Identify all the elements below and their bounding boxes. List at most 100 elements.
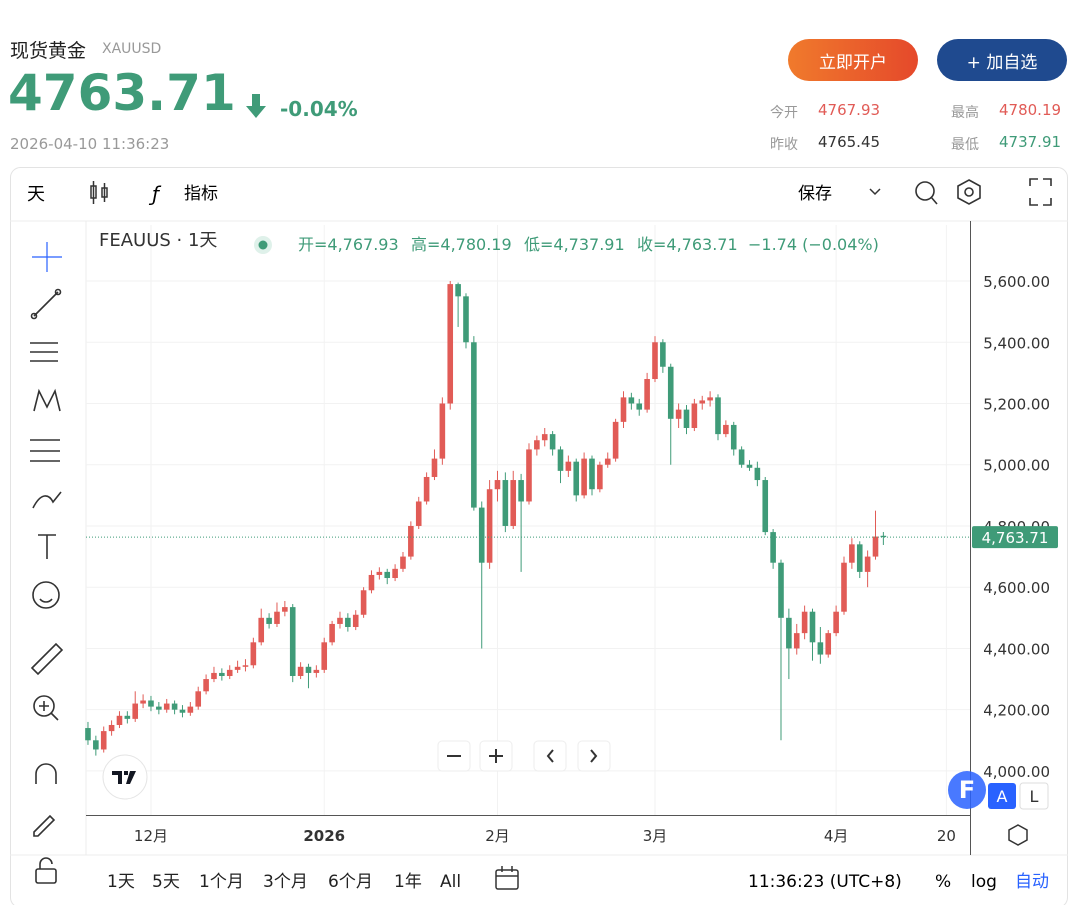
range-button[interactable]: 1天 [107, 872, 135, 892]
candle-body [683, 409, 690, 428]
candle-body [321, 642, 328, 670]
candle-body [597, 464, 603, 490]
interval-button[interactable]: 天 [27, 184, 45, 205]
zoom-controls[interactable] [437, 740, 611, 772]
candle-body [305, 666, 312, 673]
save-button[interactable]: 保存 [798, 184, 832, 204]
range-button[interactable]: 1个月 [199, 872, 244, 892]
candle-body [880, 535, 887, 538]
legend: 开=4,767.93 高=4,780.19 低=4,737.91 收=4,763.71… [298, 235, 879, 254]
candle-body [541, 434, 548, 441]
percent-button[interactable]: % [935, 872, 951, 892]
stat-value: 4780.19 [999, 101, 1062, 119]
candle-body [699, 400, 706, 404]
candle-body [297, 666, 304, 676]
candle-body [345, 617, 351, 628]
auto-scale-button[interactable] [988, 783, 1016, 809]
change: -0.04% [280, 97, 358, 121]
axis-settings[interactable] [1008, 824, 1028, 846]
auto-button[interactable]: 自动 [1015, 872, 1049, 892]
candle-body [518, 480, 524, 502]
candle-body [644, 379, 650, 410]
legend-item: 收=4,763.71 [637, 235, 738, 254]
candle-body [108, 724, 115, 732]
candle-body [258, 617, 265, 643]
y-tick-label: 4,000.00 [983, 763, 1050, 781]
range-button[interactable]: 3个月 [263, 872, 308, 892]
candle-body [778, 562, 784, 618]
candle-body [242, 665, 249, 667]
y-tick-label: 5,200.00 [983, 396, 1050, 414]
candle-body [195, 691, 202, 707]
candle-body [266, 617, 272, 624]
candle-body [730, 424, 737, 450]
candle-body [93, 740, 99, 750]
candle-body [274, 611, 280, 624]
stat-label: 今开 [770, 105, 798, 121]
candle-body [762, 480, 769, 533]
price: 4763.71 [8, 64, 236, 122]
candle-body [801, 611, 808, 634]
range-bar: 1天 5天 1个月 3个月 6个月 1年 All [107, 872, 461, 892]
plot-area [85, 225, 970, 815]
candle-body [581, 458, 587, 496]
candle-body [620, 397, 627, 422]
candle-body [872, 536, 879, 557]
candle-body [234, 666, 241, 670]
log-button[interactable]: log [971, 872, 997, 892]
range-button[interactable]: 6个月 [328, 872, 373, 892]
log-scale-text: L [1030, 787, 1039, 806]
save-dropdown[interactable] [869, 188, 881, 196]
candle-body [652, 342, 658, 380]
drawing-tools[interactable] [30, 242, 64, 884]
candle-body [691, 403, 698, 428]
y-tick-label: 5,600.00 [983, 273, 1050, 291]
range-button[interactable]: 1年 [394, 872, 422, 892]
candle-body [313, 669, 320, 673]
candle-body [494, 480, 501, 490]
candle-body [770, 532, 776, 563]
chart-frame [10, 167, 1068, 905]
log-scale-button[interactable] [1019, 782, 1049, 810]
candle-body [864, 556, 871, 572]
candle-body [471, 342, 477, 508]
x-tick-label: 3月 [643, 827, 668, 845]
range-button[interactable]: All [440, 872, 461, 892]
candle-body [604, 458, 611, 465]
watchlist-button[interactable]: + 加自选 [937, 39, 1067, 81]
tv-logo[interactable] [102, 754, 148, 800]
candle-body [85, 728, 91, 741]
candle-body [746, 464, 753, 468]
candle-body [825, 633, 832, 655]
candle-body [612, 421, 619, 459]
candle-body [833, 611, 839, 634]
stat-label: 昨收 [770, 137, 798, 153]
date-range-icon[interactable] [495, 866, 519, 890]
candle-body [707, 397, 713, 401]
legend-change: −1.74 (−0.04%) [748, 235, 879, 254]
fx-icon[interactable]: ƒ [148, 182, 162, 206]
candle-body [329, 623, 335, 643]
candle-body [660, 342, 666, 367]
y-tick-label: 4,400.00 [983, 640, 1050, 658]
candle-body [400, 556, 406, 569]
x-tick-label: 2026 [303, 827, 345, 845]
candle-body [392, 568, 398, 579]
y-tick-label: 4,600.00 [983, 579, 1050, 597]
range-button[interactable]: 5天 [152, 872, 180, 892]
candle-body [352, 614, 359, 628]
chart-type-icon[interactable] [90, 181, 108, 204]
candle-body [841, 562, 847, 612]
candle-body [549, 434, 556, 450]
y-tick-label: 5,000.00 [983, 457, 1050, 475]
down-arrow [246, 94, 266, 118]
candle-body [510, 480, 517, 526]
candle-body [502, 480, 509, 526]
asset-name: 现货黄金 [10, 40, 87, 62]
candle-body [463, 296, 469, 343]
f-badge[interactable] [948, 771, 986, 809]
indicators-button[interactable]: 指标 [184, 184, 218, 204]
open-account-button[interactable]: 立即开户 [788, 39, 918, 81]
candle-body [589, 458, 595, 490]
